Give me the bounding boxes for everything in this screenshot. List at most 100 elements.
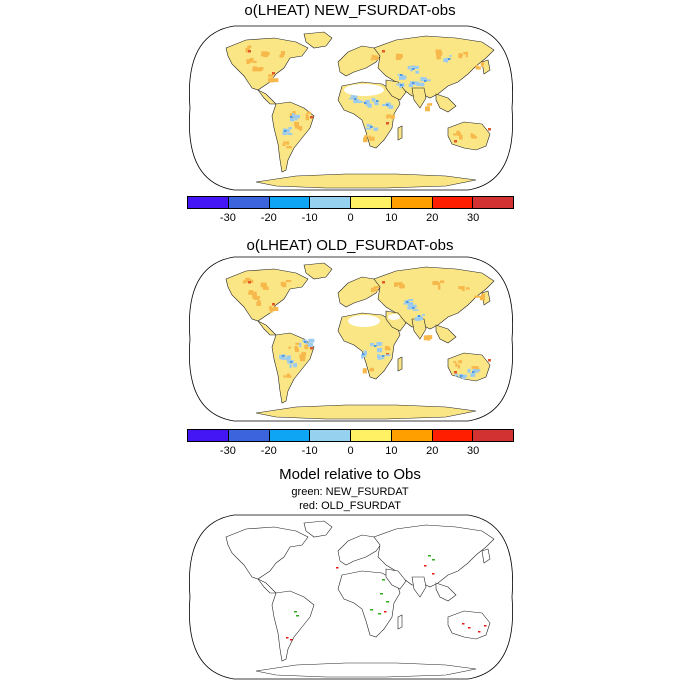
positive-anomaly-cell bbox=[370, 287, 375, 293]
strong-negative-cell bbox=[304, 341, 307, 343]
colorbar-swatch bbox=[188, 430, 229, 441]
continent-arabia bbox=[385, 568, 407, 590]
positive-anomaly-cell bbox=[397, 282, 403, 286]
negative-anomaly-cell bbox=[302, 339, 308, 343]
negative-anomaly-cell bbox=[290, 117, 295, 122]
new-fsurdat-marker bbox=[380, 593, 383, 595]
strong-negative-cell bbox=[382, 355, 385, 357]
strong-negative-cell bbox=[290, 116, 293, 118]
positive-anomaly-cell bbox=[282, 143, 286, 146]
positive-anomaly-cell bbox=[295, 125, 301, 129]
negative-anomaly-cell bbox=[402, 82, 405, 86]
new-fsurdat-marker bbox=[428, 555, 431, 557]
positive-anomaly-cell bbox=[453, 133, 459, 136]
negative-anomaly-cell bbox=[455, 373, 458, 377]
old-fsurdat-marker bbox=[432, 573, 435, 575]
panel1-title: o(LHEAT) NEW_FSURDAT-obs bbox=[244, 2, 456, 19]
positive-anomaly-cell bbox=[465, 54, 468, 58]
strong-negative-cell bbox=[400, 74, 403, 76]
negative-anomaly-cell bbox=[353, 99, 360, 104]
negative-anomaly-cell bbox=[363, 352, 366, 356]
continent-centralAmerica bbox=[257, 578, 277, 594]
new-fsurdat-marker bbox=[432, 559, 435, 561]
negative-anomaly-cell bbox=[374, 101, 378, 105]
negative-anomaly-cell bbox=[420, 77, 426, 82]
continent-madagascar bbox=[397, 614, 403, 630]
negative-anomaly-cell bbox=[377, 357, 382, 360]
positive-anomaly-cell bbox=[457, 132, 461, 136]
strong-negative-cell bbox=[284, 130, 287, 132]
positive-anomaly-cell bbox=[252, 60, 257, 63]
positive-anomaly-cell bbox=[299, 356, 306, 362]
continent-greenland bbox=[303, 31, 333, 49]
positive-anomaly-cell bbox=[458, 286, 464, 290]
positive-anomaly-cell bbox=[279, 54, 284, 57]
colorbar-tick-label: -10 bbox=[301, 212, 318, 224]
strong-positive-cell bbox=[386, 353, 389, 356]
negative-anomaly-cell bbox=[286, 357, 291, 362]
strong-positive-cell bbox=[454, 371, 457, 374]
positive-anomaly-cell bbox=[481, 293, 486, 298]
negative-anomaly-cell bbox=[409, 305, 416, 308]
positive-anomaly-cell bbox=[370, 367, 374, 371]
continent-antarctica bbox=[255, 404, 477, 420]
positive-anomaly-cell bbox=[273, 78, 279, 83]
negative-anomaly-cell bbox=[382, 104, 386, 107]
colorbar-swatch bbox=[228, 430, 270, 441]
colorbar-tick-label: 10 bbox=[385, 445, 398, 457]
old-fsurdat-marker bbox=[290, 639, 293, 641]
positive-anomaly-cell bbox=[427, 337, 431, 341]
colorbar-tick-label: 0 bbox=[347, 212, 354, 224]
positive-anomaly-cell bbox=[373, 55, 378, 60]
positive-anomaly-cell bbox=[286, 146, 292, 149]
positive-anomaly-cell bbox=[299, 126, 303, 131]
positive-anomaly-cell bbox=[437, 284, 441, 290]
colorbar-tick-label: -30 bbox=[219, 212, 236, 224]
negative-anomaly-cell bbox=[370, 343, 375, 346]
positive-anomaly-cell bbox=[288, 346, 291, 349]
positive-anomaly-cell bbox=[253, 291, 257, 296]
positive-anomaly-cell bbox=[386, 114, 389, 119]
strong-negative-cell bbox=[362, 353, 365, 355]
continent-southAmerica bbox=[271, 332, 315, 404]
continent-southAmerica bbox=[271, 101, 315, 173]
negative-anomaly-cell bbox=[407, 303, 414, 307]
negative-anomaly-cell bbox=[368, 124, 372, 127]
continent-greenland bbox=[303, 520, 333, 538]
panel3-subtitle-green: green: NEW_FSURDAT bbox=[291, 486, 409, 498]
strong-positive-cell bbox=[248, 50, 251, 53]
negative-anomaly-cell bbox=[359, 100, 362, 103]
old-fsurdat-marker bbox=[384, 611, 387, 613]
positive-anomaly-cell bbox=[256, 67, 262, 72]
negative-anomaly-cell bbox=[407, 306, 413, 310]
colorbar-swatch bbox=[310, 430, 351, 441]
positive-anomaly-cell bbox=[283, 141, 286, 144]
continent-madagascar bbox=[397, 125, 403, 141]
positive-anomaly-cell bbox=[305, 345, 309, 350]
negative-anomaly-cell bbox=[413, 65, 419, 69]
negative-anomaly-cell bbox=[373, 127, 379, 131]
desert-no-data bbox=[348, 315, 380, 327]
colorbar-ticks-old: -30 -20 -10 0 10 20 30 bbox=[187, 445, 514, 459]
map-panel-model-relative bbox=[188, 514, 514, 680]
continent-arabia bbox=[385, 79, 407, 101]
positive-anomaly-cell bbox=[242, 280, 248, 283]
negative-anomaly-cell bbox=[410, 65, 416, 68]
positive-anomaly-cell bbox=[384, 345, 388, 351]
negative-anomaly-cell bbox=[410, 82, 413, 86]
positive-anomaly-cell bbox=[471, 134, 475, 137]
colorbar-old bbox=[187, 429, 514, 442]
negative-anomaly-cell bbox=[397, 73, 400, 76]
negative-anomaly-cell bbox=[399, 76, 404, 80]
strong-positive-cell bbox=[488, 359, 491, 362]
continent-seAsia bbox=[435, 93, 457, 113]
map-panel-old-fsurdat bbox=[188, 256, 514, 422]
negative-anomaly-cell bbox=[399, 85, 405, 87]
colorbar-tick-label: 0 bbox=[347, 445, 354, 457]
new-fsurdat-marker bbox=[386, 601, 389, 603]
continent-japan bbox=[481, 548, 491, 564]
continent-asia bbox=[373, 524, 495, 588]
negative-anomaly-cell bbox=[474, 369, 479, 373]
continent-asia bbox=[373, 35, 495, 99]
positive-anomaly-cell bbox=[462, 286, 465, 291]
